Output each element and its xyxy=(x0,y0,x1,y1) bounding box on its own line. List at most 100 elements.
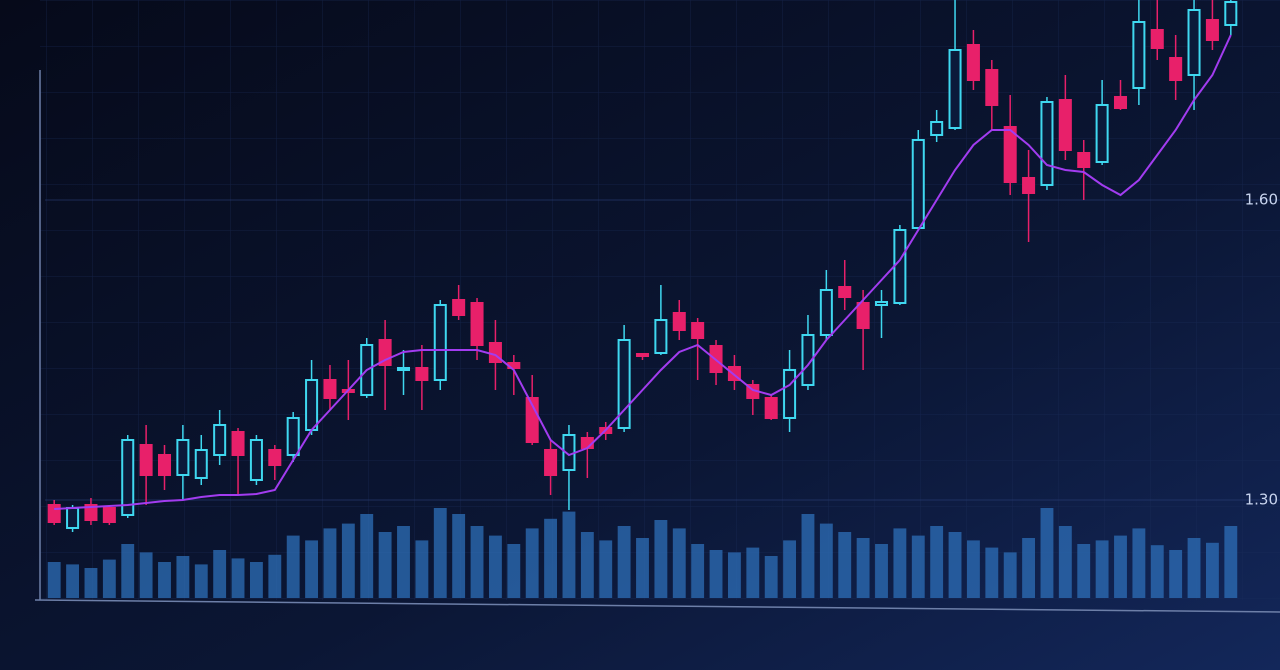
candle-body xyxy=(985,69,999,106)
candle-body xyxy=(783,369,797,419)
volume-bar xyxy=(305,540,319,598)
volume-bar xyxy=(1205,542,1219,598)
volume-bar xyxy=(948,532,962,598)
volume-bar xyxy=(525,528,539,598)
candle-body xyxy=(1113,96,1128,109)
candle-body xyxy=(176,439,190,476)
volume-bar xyxy=(470,526,484,598)
volume-bar xyxy=(1132,528,1146,598)
y-tick-label: 1.60 xyxy=(1245,191,1278,209)
candle-body xyxy=(1150,29,1164,49)
volume-bar xyxy=(360,514,374,598)
volume-bar xyxy=(599,540,613,598)
volume-bar xyxy=(764,556,778,598)
volume-bar xyxy=(544,518,558,598)
volume-bar xyxy=(930,526,944,598)
candle-body xyxy=(838,286,852,298)
volume-bar xyxy=(1169,550,1183,598)
volume-bar xyxy=(1187,538,1201,598)
volume-bar xyxy=(66,564,80,598)
volume-bar xyxy=(893,528,907,598)
candle-body xyxy=(231,431,245,456)
candle-body xyxy=(305,379,319,431)
candle-body xyxy=(1040,101,1054,186)
candle-body xyxy=(893,229,907,304)
volume-bar xyxy=(121,544,135,598)
candle-body xyxy=(213,424,227,456)
candle-body xyxy=(874,301,889,306)
volume-bar xyxy=(1114,535,1127,598)
volume-bar xyxy=(617,526,631,598)
candle-body xyxy=(157,454,172,476)
candle-body xyxy=(617,339,631,429)
volume-bar xyxy=(654,520,668,598)
candle-body xyxy=(323,379,337,399)
candle-body xyxy=(452,299,466,316)
candle-body xyxy=(139,444,153,476)
candle-body xyxy=(121,439,135,516)
candle-body xyxy=(672,312,686,331)
volume-bar xyxy=(709,550,723,598)
volume-bar xyxy=(672,528,686,598)
candle-body xyxy=(1224,1,1238,26)
candle-body xyxy=(856,302,870,329)
volume-bar xyxy=(158,562,171,598)
volume-bar xyxy=(213,550,227,598)
candle-body xyxy=(47,504,61,523)
volume-bar xyxy=(47,562,61,598)
volume-bar xyxy=(1058,526,1072,598)
volume-bar xyxy=(727,552,741,598)
volume-bar xyxy=(378,532,392,598)
candle-body xyxy=(727,366,741,381)
candle-body xyxy=(194,449,208,479)
grid-layer xyxy=(45,199,1280,501)
candle-layer xyxy=(47,0,1238,532)
candle-body xyxy=(66,507,80,529)
volume-bar xyxy=(819,523,833,598)
candle-body xyxy=(525,397,539,443)
volume-bar xyxy=(452,514,466,598)
candle-body xyxy=(470,302,484,346)
volume-bar xyxy=(433,508,447,598)
candle-body xyxy=(415,367,429,381)
candle-body xyxy=(1058,99,1072,151)
candle-body xyxy=(378,339,392,366)
volume-bar xyxy=(911,535,925,598)
candle-body xyxy=(1095,104,1109,163)
candle-body xyxy=(1187,9,1201,76)
volume-bar xyxy=(102,559,116,598)
volume-bar xyxy=(580,532,594,598)
candle-body xyxy=(1132,21,1146,89)
candle-body xyxy=(102,507,116,523)
y-tick-label: 1.30 xyxy=(1245,491,1278,509)
candle-body xyxy=(948,49,962,129)
x-axis xyxy=(34,599,1280,613)
volume-bar xyxy=(341,523,355,598)
volume-bar xyxy=(194,564,208,598)
volume-bar xyxy=(139,552,153,598)
volume-bar xyxy=(1040,508,1054,598)
candle-body xyxy=(654,319,668,354)
candle-body xyxy=(1077,152,1091,168)
candle-body xyxy=(635,353,650,357)
candle-body xyxy=(930,121,944,136)
volume-bar xyxy=(286,535,300,598)
candle-body xyxy=(249,439,263,481)
volume-bar xyxy=(1077,544,1091,598)
ma-layer xyxy=(54,34,1232,510)
volume-bar xyxy=(1095,540,1109,598)
moving-average-line xyxy=(54,34,1232,510)
volume-bar xyxy=(746,547,760,598)
volume-bar xyxy=(801,514,815,598)
volume-bar xyxy=(397,526,410,598)
candle-body xyxy=(396,367,411,371)
grid-pattern xyxy=(40,0,1280,600)
tick-layer: 1.60 1.30 xyxy=(1245,191,1278,509)
candle-body xyxy=(1169,57,1183,81)
volume-bar xyxy=(985,547,999,598)
volume-bar xyxy=(323,528,337,598)
volume-bar xyxy=(636,538,649,598)
volume-bar xyxy=(249,562,263,598)
volume-bar xyxy=(1224,526,1238,598)
